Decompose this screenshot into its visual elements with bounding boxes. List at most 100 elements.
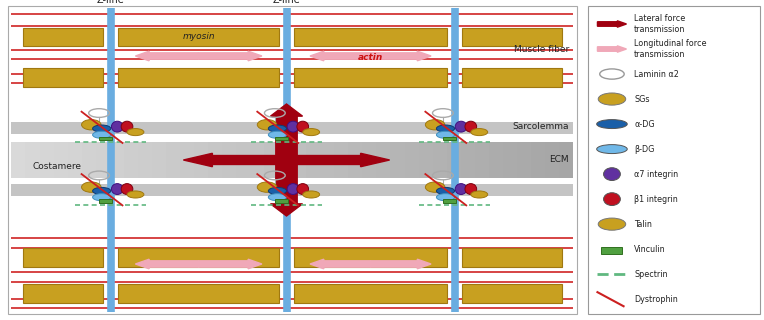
Circle shape [471, 129, 487, 136]
Bar [40, 141, 53, 179]
Bar [462, 284, 562, 303]
Text: Sarcolemma: Sarcolemma [513, 122, 569, 131]
Text: Z-line: Z-line [273, 0, 300, 5]
Text: actin: actin [358, 53, 384, 62]
Text: Muscle fiber: Muscle fiber [514, 45, 569, 54]
Ellipse shape [436, 125, 455, 132]
FancyArrow shape [597, 46, 626, 52]
Ellipse shape [436, 131, 455, 138]
Ellipse shape [257, 120, 277, 130]
Ellipse shape [121, 121, 133, 132]
Bar [293, 141, 306, 179]
Bar [559, 141, 573, 179]
Bar [99, 199, 112, 203]
Text: SGs: SGs [634, 94, 649, 104]
Bar [118, 68, 279, 87]
Ellipse shape [604, 168, 620, 180]
Bar [152, 141, 166, 179]
Bar [588, 6, 760, 314]
Ellipse shape [92, 131, 111, 138]
Text: Costamere: Costamere [33, 162, 82, 171]
FancyArrow shape [135, 51, 199, 61]
Bar [236, 141, 250, 179]
Circle shape [303, 191, 319, 198]
Bar [503, 141, 517, 179]
Ellipse shape [287, 184, 299, 195]
Bar [335, 141, 348, 179]
Text: Longitudinal force
transmission: Longitudinal force transmission [634, 39, 707, 59]
Circle shape [303, 129, 319, 136]
Bar [462, 248, 562, 267]
Text: Z-line: Z-line [97, 0, 125, 5]
Bar [275, 137, 288, 140]
Text: Dystrophin: Dystrophin [634, 295, 678, 304]
Bar [96, 141, 110, 179]
Ellipse shape [455, 121, 467, 132]
Ellipse shape [82, 120, 101, 130]
FancyArrow shape [310, 51, 371, 61]
Bar [8, 6, 577, 314]
Circle shape [127, 129, 144, 136]
Bar [462, 68, 562, 87]
FancyArrow shape [199, 51, 262, 61]
Bar [23, 248, 103, 267]
Bar [294, 248, 447, 267]
Bar [53, 141, 67, 179]
FancyArrow shape [270, 104, 303, 160]
Bar [517, 141, 531, 179]
Bar [489, 141, 503, 179]
Bar [23, 284, 103, 303]
Bar [99, 137, 112, 140]
Bar [474, 141, 489, 179]
Ellipse shape [426, 120, 445, 130]
Bar [377, 141, 390, 179]
FancyArrow shape [135, 259, 199, 269]
Bar [250, 141, 264, 179]
Bar [462, 28, 562, 46]
Text: β-DG: β-DG [634, 145, 655, 154]
Text: ECM: ECM [549, 156, 569, 164]
Ellipse shape [436, 188, 455, 195]
Ellipse shape [92, 188, 111, 195]
Ellipse shape [257, 182, 277, 192]
FancyArrow shape [597, 21, 626, 27]
Bar [320, 141, 335, 179]
FancyArrow shape [199, 259, 262, 269]
Text: Laminin α2: Laminin α2 [634, 69, 679, 78]
Bar [118, 248, 279, 267]
Text: Talin: Talin [634, 220, 652, 229]
Text: Lateral force
transmission: Lateral force transmission [634, 14, 685, 34]
Ellipse shape [112, 121, 123, 132]
Ellipse shape [436, 194, 455, 201]
Ellipse shape [597, 145, 627, 154]
Text: myosin: myosin [183, 32, 215, 41]
Bar [405, 141, 419, 179]
Bar [294, 28, 447, 46]
Bar [138, 141, 152, 179]
Bar [25, 141, 40, 179]
Bar [419, 141, 432, 179]
Text: Vinculin: Vinculin [634, 245, 665, 254]
Ellipse shape [92, 194, 111, 201]
FancyArrow shape [286, 153, 390, 167]
Bar [348, 141, 362, 179]
Text: Spectrin: Spectrin [634, 270, 668, 279]
Bar [194, 141, 208, 179]
Ellipse shape [297, 121, 309, 132]
Ellipse shape [297, 184, 309, 195]
Text: β1 integrin: β1 integrin [634, 195, 678, 204]
Ellipse shape [598, 218, 626, 230]
Ellipse shape [268, 125, 286, 132]
Bar [306, 141, 320, 179]
Bar [82, 141, 96, 179]
Bar [294, 284, 447, 303]
FancyArrow shape [371, 51, 431, 61]
Bar [124, 141, 138, 179]
Ellipse shape [287, 121, 299, 132]
Bar [545, 141, 559, 179]
Bar [222, 141, 236, 179]
Bar [23, 68, 103, 87]
Bar [390, 141, 405, 179]
Bar [23, 28, 103, 46]
Ellipse shape [268, 188, 286, 195]
